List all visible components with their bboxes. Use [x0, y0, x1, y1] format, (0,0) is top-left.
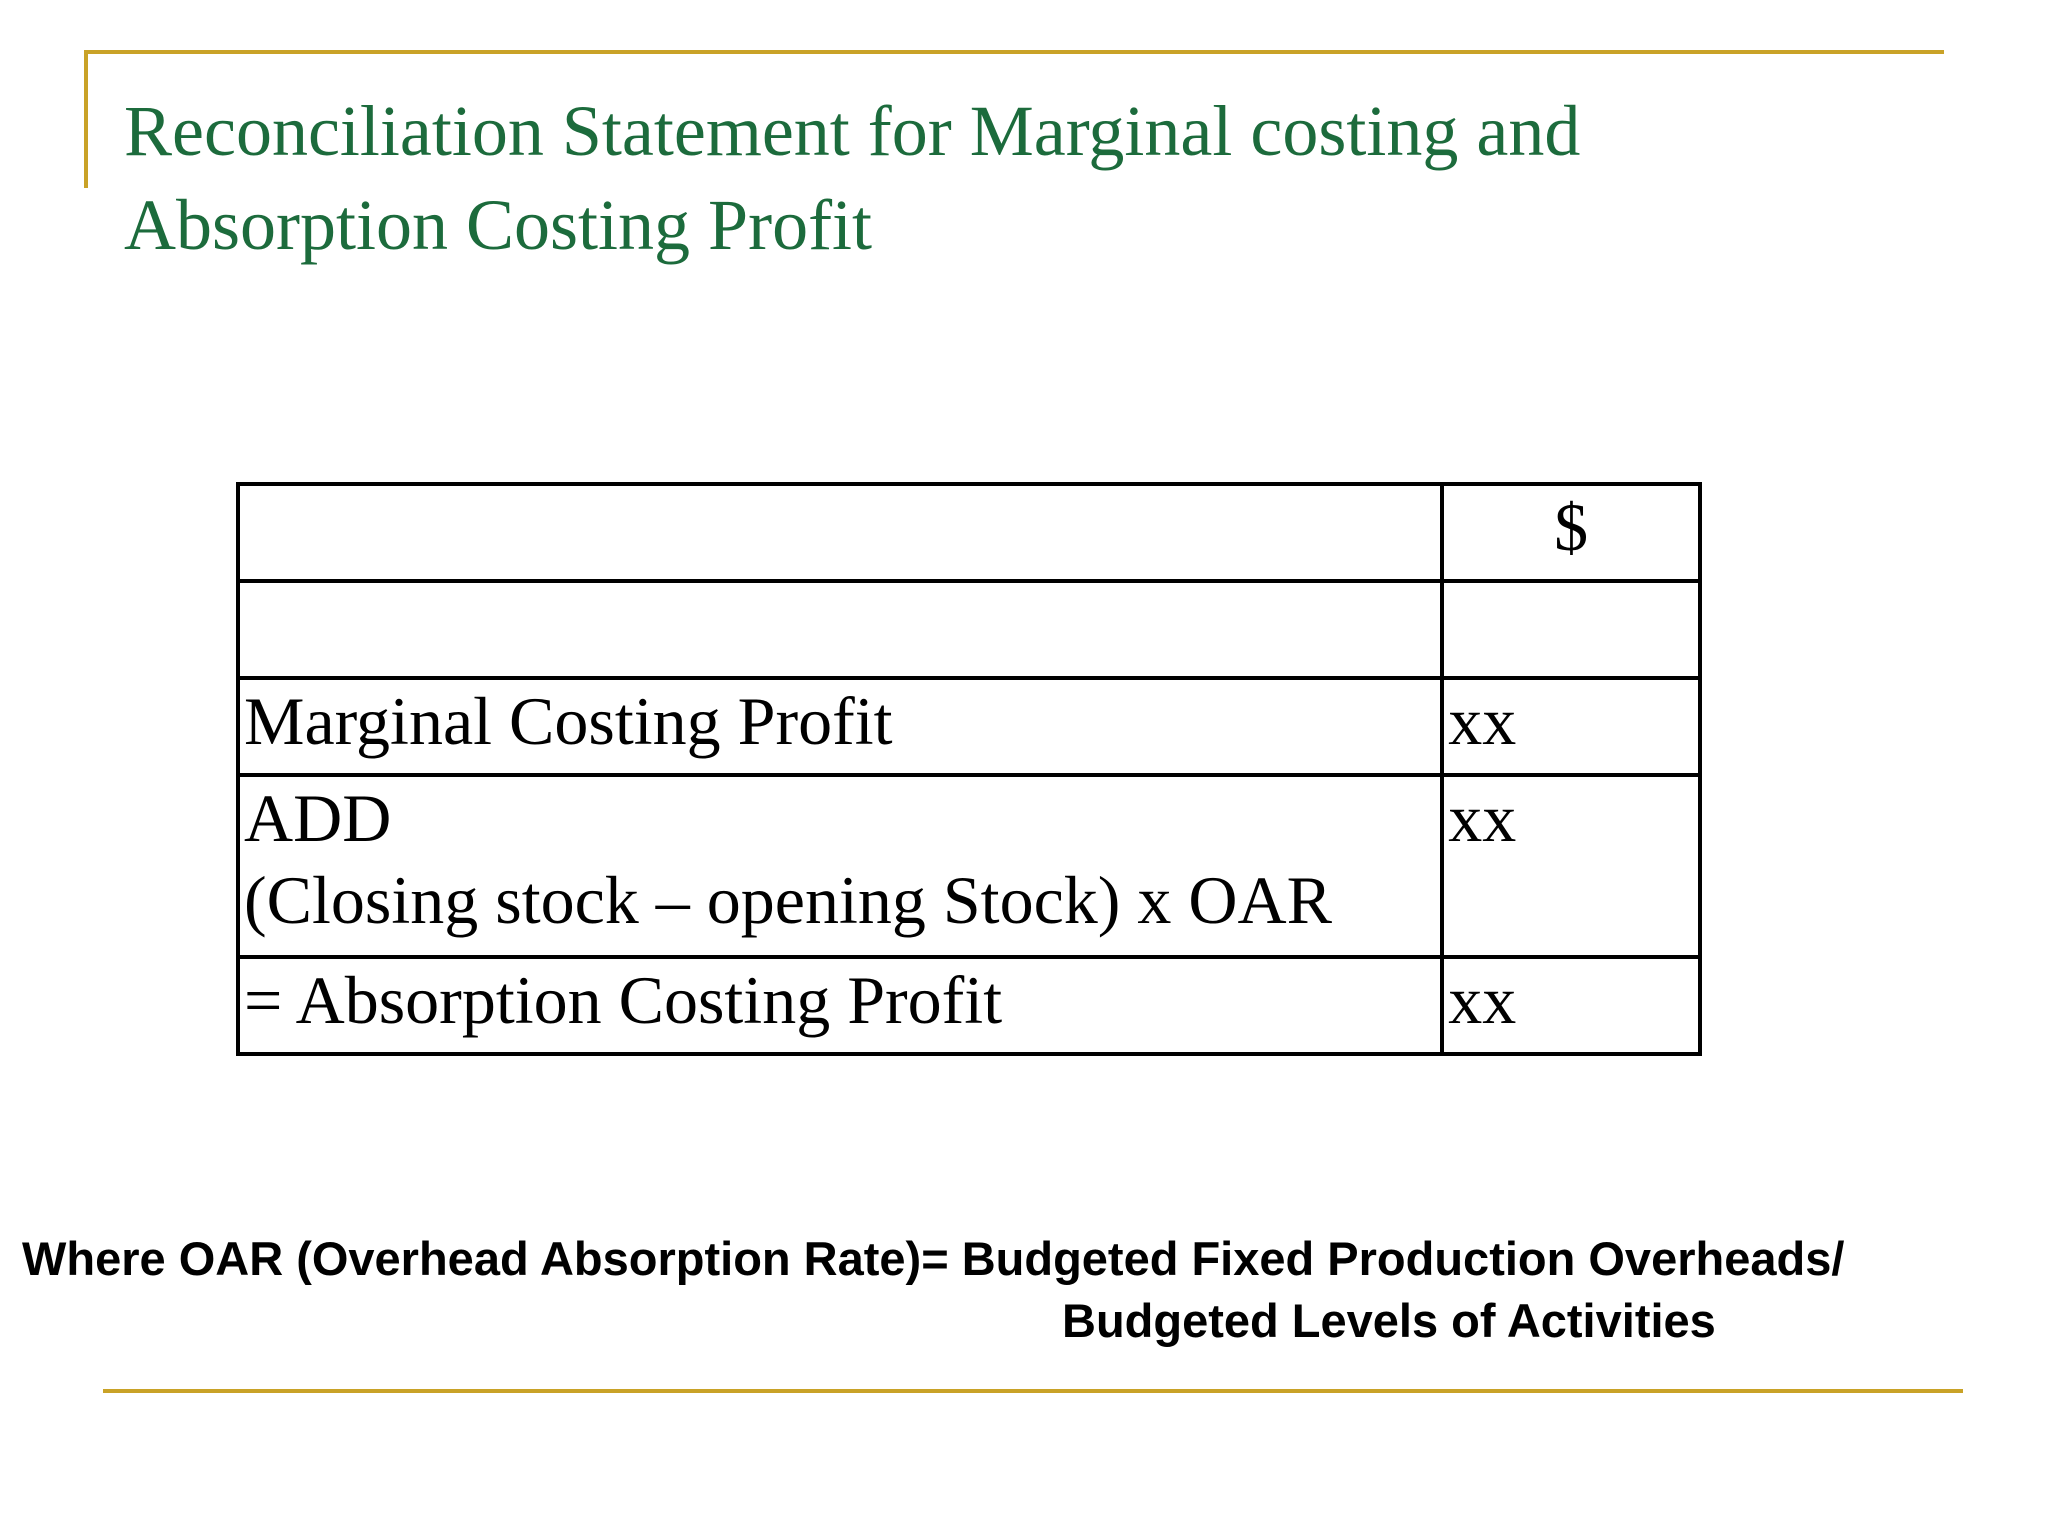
- row-amount: xx: [1440, 955, 1702, 1056]
- empty-description-cell: [235, 579, 1445, 680]
- row-label-line-2: (Closing stock – opening Stock) x OAR: [244, 862, 1332, 938]
- note-line-2: Budgeted Levels of Activities: [1062, 1294, 1716, 1347]
- table-empty-row: [235, 579, 1702, 680]
- empty-amount-cell: [1440, 579, 1702, 680]
- row-amount: xx: [1440, 773, 1702, 959]
- slide-title: Reconciliation Statement for Marginal co…: [124, 84, 1904, 272]
- row-label: ADD (Closing stock – opening Stock) x OA…: [235, 773, 1445, 959]
- left-accent-rule: [84, 50, 88, 188]
- header-description-cell: [235, 482, 1445, 583]
- title-line-2: Absorption Costing Profit: [124, 185, 873, 265]
- reconciliation-table: $ Marginal Costing Profit xx ADD (Closin…: [235, 482, 1702, 1056]
- table-row: Marginal Costing Profit xx: [235, 676, 1702, 777]
- row-label-line-1: ADD: [244, 780, 392, 856]
- table-row: = Absorption Costing Profit xx: [235, 955, 1702, 1056]
- row-label: Marginal Costing Profit: [235, 676, 1445, 777]
- header-amount-cell: $: [1440, 482, 1702, 583]
- table-row: ADD (Closing stock – opening Stock) x OA…: [235, 773, 1702, 959]
- bottom-accent-rule: [103, 1389, 1963, 1393]
- table-header-row: $: [235, 482, 1702, 583]
- note-line-1: Where OAR (Overhead Absorption Rate)= Bu…: [22, 1232, 1845, 1285]
- row-amount: xx: [1440, 676, 1702, 777]
- top-accent-rule: [84, 50, 1944, 54]
- title-line-1: Reconciliation Statement for Marginal co…: [124, 91, 1581, 171]
- row-label: = Absorption Costing Profit: [235, 955, 1445, 1056]
